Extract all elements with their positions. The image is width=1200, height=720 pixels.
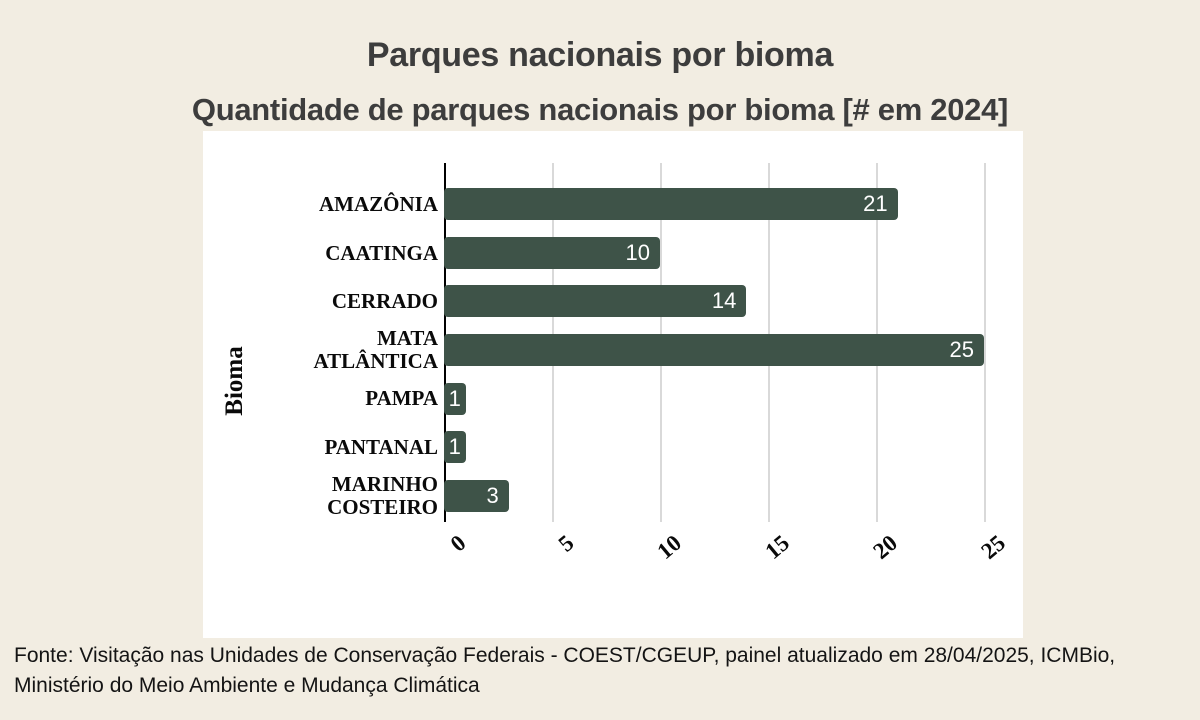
bar-rows: AMAZÔNIA 21 CAATINGA 10 CERRADO 14 MATA ATLÂNT…: [203, 180, 1023, 520]
bar: 10: [444, 236, 660, 269]
category-label: CERRADO: [331, 289, 438, 314]
bar-value-label: 10: [625, 239, 650, 265]
bar-value-label: 14: [711, 288, 737, 314]
x-tick-label: 10: [652, 530, 687, 564]
bar: 1: [444, 382, 466, 415]
category-label: MARINHO COSTEIRO: [327, 472, 438, 519]
category-label: MATA ATLÂNTICA: [313, 326, 438, 374]
bar-cell: 21: [444, 180, 1023, 229]
bar: 1: [444, 431, 466, 464]
x-tick-label: 25: [976, 530, 1011, 564]
chart-subtitle: Quantidade de parques nacionais por biom…: [191, 92, 1009, 127]
category-label: PANTANAL: [324, 434, 438, 459]
x-axis-ticks: 0 5 10 15 20 25: [444, 522, 1023, 638]
chart-row: CERRADO 14: [203, 277, 1023, 326]
x-tick-label: 20: [868, 530, 903, 564]
bar-cell: 25: [444, 326, 1023, 375]
bar: 21: [444, 188, 898, 221]
bar-value-label: 1: [448, 385, 461, 411]
chart-row: MARINHO COSTEIRO 3: [203, 472, 1023, 521]
category-label: CAATINGA: [325, 240, 438, 265]
chart-row: MATA ATLÂNTICA 25: [203, 326, 1023, 375]
chart-row: AMAZÔNIA 21: [203, 180, 1023, 229]
bar-cell: 3: [444, 472, 1023, 521]
chart-row: CAATINGA 10: [203, 229, 1023, 278]
bar: 3: [444, 479, 509, 512]
bar-cell: 1: [444, 423, 1023, 472]
source-note: Fonte: Visitação nas Unidades de Conserv…: [14, 644, 1116, 697]
bar-value-label: 1: [448, 434, 461, 460]
bar-cell: 10: [444, 229, 1023, 278]
category-label: AMAZÔNIA: [319, 191, 438, 216]
bar: 25: [444, 334, 984, 367]
chart-title: Parques nacionais por bioma: [366, 36, 834, 74]
chart-row: PAMPA 1: [203, 374, 1023, 423]
chart-panel: Bioma AMAZÔNIA 21 CAATINGA 10 CERRADO 14 MATA …: [203, 131, 1023, 638]
bar-cell: 1: [444, 374, 1023, 423]
bar-value-label: 25: [949, 337, 974, 363]
x-tick-label: 0: [445, 530, 471, 557]
bar: 14: [444, 285, 747, 318]
plot-area: AMAZÔNIA 21 CAATINGA 10 CERRADO 14 MATA ATLÂNT…: [203, 163, 1023, 522]
bar-value-label: 3: [486, 482, 499, 508]
gridline: [984, 163, 986, 522]
bar-value-label: 21: [863, 191, 888, 217]
category-label: PAMPA: [365, 386, 438, 411]
x-tick-label: 15: [760, 530, 795, 564]
x-tick-label: 5: [553, 530, 579, 557]
bar-cell: 14: [444, 277, 1023, 326]
chart-row: PANTANAL 1: [203, 423, 1023, 472]
